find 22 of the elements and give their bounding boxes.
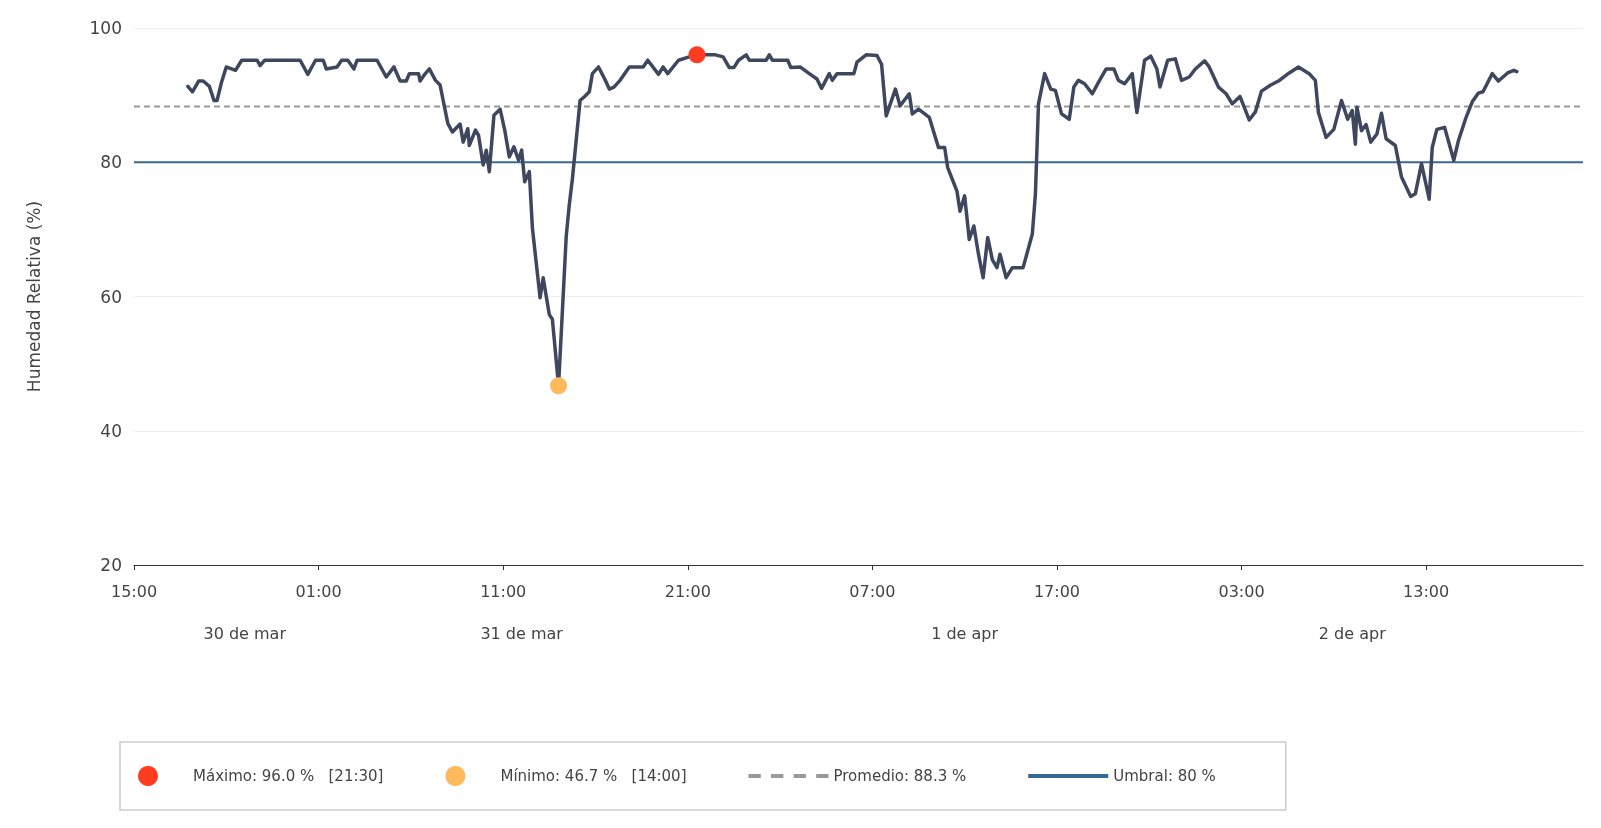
x-tick-label: 15:00 — [110, 581, 158, 601]
x-tick-label: 03:00 — [1218, 581, 1265, 601]
x2-tick-label: 1 de apr — [931, 623, 999, 643]
y-tick-label: 20 — [100, 555, 122, 575]
legend-label: Umbral: 80 % — [1113, 767, 1216, 785]
x-tick-label: 07:00 — [849, 581, 896, 601]
y-tick-label: 100 — [89, 18, 122, 38]
y-axis-title: Humedad Relativa (%) — [23, 200, 44, 393]
x-tick-label: 17:00 — [1033, 581, 1080, 601]
x2-tick-label: 2 de apr — [1318, 623, 1387, 643]
x-tick-label: 21:00 — [664, 581, 711, 601]
x-tick-label: 01:00 — [295, 581, 342, 601]
x2-tick-label: 31 de mar — [480, 623, 564, 643]
legend-label: Promedio: 88.3 % — [833, 767, 967, 785]
y-tick-label: 60 — [100, 286, 122, 307]
x-tick-label: 11:00 — [480, 581, 527, 601]
y-tick-label: 40 — [100, 420, 122, 441]
x-tick-label: 13:00 — [1403, 581, 1450, 601]
y-tick-label: 80 — [100, 152, 122, 173]
legend-label: Mínimo: 46.7 % [14:00] — [500, 767, 687, 785]
x2-tick-label: 30 de mar — [203, 623, 287, 643]
legend-label: Máximo: 96.0 % [21:30] — [193, 767, 384, 785]
